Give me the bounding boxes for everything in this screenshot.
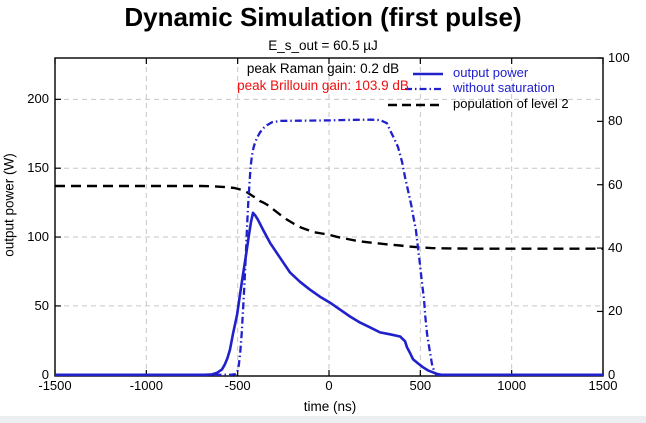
annotation-brillouin-gain: peak Brillouin gain: 103.9 dB bbox=[237, 78, 409, 93]
x-tick-0: 0 bbox=[325, 378, 333, 393]
x-tick-1500: 1500 bbox=[588, 378, 618, 393]
curve-without-saturation bbox=[55, 118, 603, 376]
x-axis-label: time (ns) bbox=[303, 399, 357, 414]
legend-line-without-saturation bbox=[405, 87, 443, 91]
legend-label-without-saturation: without saturation bbox=[453, 80, 555, 95]
curve-population-of-level-2 bbox=[55, 184, 603, 250]
y-right-tick-100: 100 bbox=[608, 50, 630, 65]
legend-line-output-power bbox=[413, 72, 443, 76]
y-right-tick-0: 0 bbox=[608, 366, 616, 382]
legend-label-output-power: output power bbox=[453, 65, 529, 80]
curve-output-power bbox=[55, 211, 603, 377]
x-tick--1000: -1000 bbox=[129, 378, 163, 393]
annotation-raman-gain: peak Raman gain: 0.2 dB bbox=[246, 61, 400, 76]
y-left-tick-150: 150 bbox=[27, 160, 49, 176]
y-left-tick-0: 0 bbox=[41, 366, 49, 382]
x-tick-1000: 1000 bbox=[497, 378, 527, 393]
chart-subtitle: E_s_out = 60.5 µJ bbox=[268, 38, 378, 53]
y-right-tick-40: 40 bbox=[608, 240, 623, 256]
y-left-tick-50: 50 bbox=[34, 297, 49, 313]
y-right-tick-60: 60 bbox=[608, 176, 623, 192]
x-tick--1500: -1500 bbox=[38, 378, 72, 393]
x-tick-500: 500 bbox=[409, 378, 432, 393]
y-left-tick-100: 100 bbox=[27, 229, 49, 245]
x-tick--500: -500 bbox=[224, 378, 251, 393]
y-right-tick-80: 80 bbox=[608, 113, 623, 129]
legend-label-population: population of level 2 bbox=[453, 96, 569, 111]
chart-title: Dynamic Simulation (first pulse) bbox=[124, 2, 522, 32]
y-right-tick-20: 20 bbox=[608, 303, 623, 319]
window-bottom-edge bbox=[0, 416, 646, 423]
y-left-tick-200: 200 bbox=[27, 91, 49, 107]
legend-line-population bbox=[388, 103, 443, 107]
